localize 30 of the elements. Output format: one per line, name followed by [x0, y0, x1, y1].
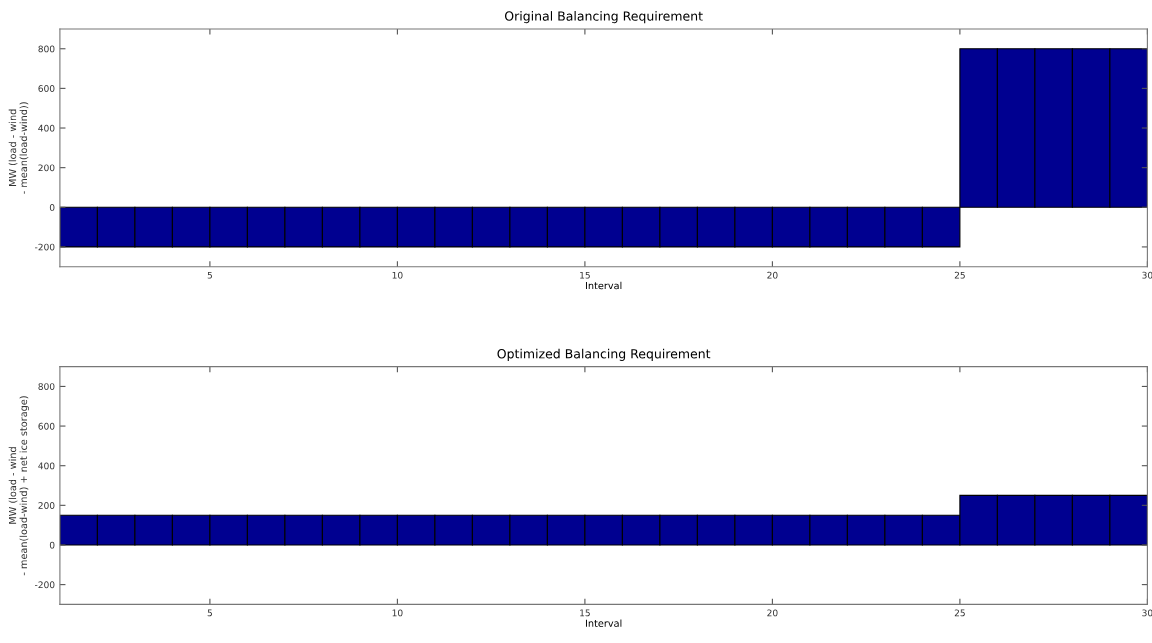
- y-axis-title: MW (load - wind - mean(load-wind) + net ice storage): [8, 396, 29, 576]
- y-tick-label: 800: [38, 45, 55, 53]
- x-tick-label: 15: [580, 271, 590, 279]
- x-tick-label: 20: [767, 609, 778, 617]
- y-tick-label: 600: [38, 85, 55, 92]
- x-tick-label: 10: [392, 609, 403, 617]
- x-tick-label: 10: [392, 271, 403, 279]
- y-tick-label: 200: [38, 164, 55, 172]
- y-tick-label: 800: [38, 383, 55, 390]
- x-tick-label: 30: [1142, 609, 1152, 617]
- y-tick-label: -200: [35, 243, 55, 251]
- x-axis-title: Interval: [585, 281, 622, 290]
- y-tick-label: 0: [49, 541, 55, 549]
- x-tick-label: 20: [767, 271, 778, 279]
- y-tick-label: -200: [35, 581, 55, 589]
- y-axis-title: MW (load - wind - mean(load-wind)): [8, 102, 29, 194]
- x-tick-label: 15: [580, 609, 590, 617]
- y-tick-label: 200: [38, 502, 55, 509]
- chart-title: Optimized Balancing Requirement: [497, 348, 711, 361]
- chart-title: Original Balancing Requirement: [504, 11, 703, 24]
- x-tick-label: 5: [207, 609, 212, 617]
- y-tick-label: 400: [38, 124, 55, 132]
- y-tick-label: 0: [49, 204, 55, 211]
- x-tick-label: 5: [207, 271, 212, 279]
- x-tick-label: 25: [954, 271, 965, 279]
- y-tick-label: 600: [38, 422, 55, 430]
- x-axis-title: Interval: [585, 619, 622, 627]
- y-tick-label: 400: [38, 462, 55, 470]
- x-tick-label: 30: [1142, 271, 1152, 279]
- x-tick-label: 25: [954, 609, 965, 617]
